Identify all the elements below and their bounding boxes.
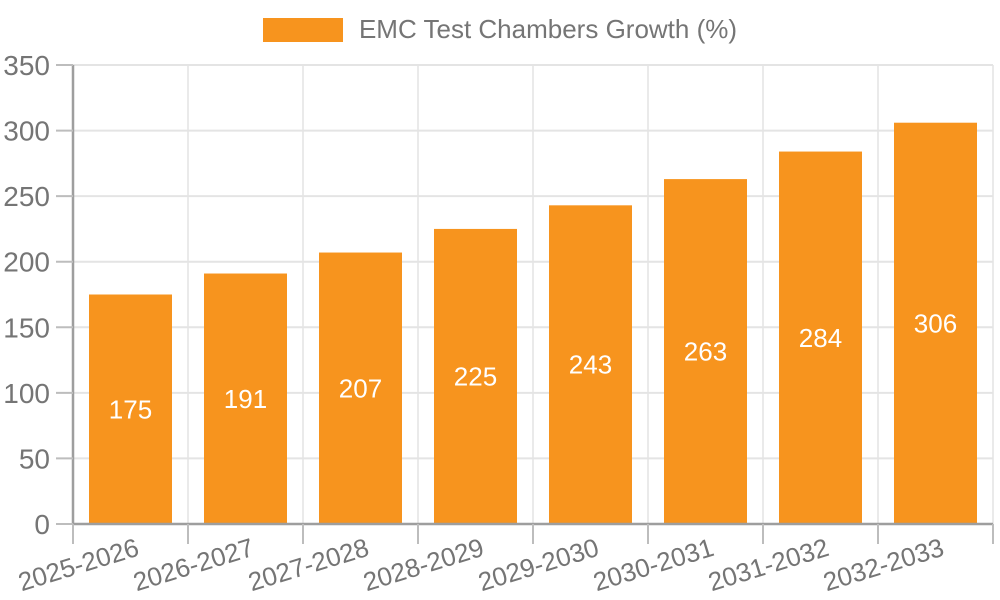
y-tick-label: 350 <box>3 50 50 81</box>
x-tick-label: 2032-2033 <box>820 532 948 597</box>
bar-value-label: 263 <box>684 337 727 367</box>
bar <box>89 294 172 523</box>
legend-swatch <box>262 17 343 42</box>
bar-value-label: 225 <box>454 361 497 391</box>
y-tick-label: 100 <box>3 378 50 409</box>
x-tick-label: 2027-2028 <box>245 532 373 597</box>
y-tick-label: 150 <box>3 312 50 343</box>
bar <box>664 179 747 523</box>
bar <box>204 273 287 523</box>
legend[interactable]: EMC Test Chambers Growth (%) <box>0 14 1000 45</box>
y-tick-label: 300 <box>3 116 50 147</box>
x-tick-label: 2025-2026 <box>15 532 143 597</box>
bar <box>434 228 517 523</box>
bar-value-label: 243 <box>569 350 612 380</box>
bar <box>319 252 402 523</box>
x-tick-label: 2030-2031 <box>590 532 718 597</box>
legend-label: EMC Test Chambers Growth (%) <box>358 14 738 44</box>
y-tick-label: 0 <box>34 509 50 540</box>
bar-value-label: 191 <box>224 384 267 414</box>
x-tick-label: 2031-2032 <box>705 532 833 597</box>
y-tick-label: 50 <box>19 443 50 474</box>
y-tick-label: 250 <box>3 181 50 212</box>
bar-value-label: 306 <box>914 308 957 338</box>
bar <box>779 151 862 523</box>
bar-value-label: 207 <box>339 373 382 403</box>
x-tick-label: 2028-2029 <box>360 532 488 597</box>
bar <box>549 205 632 523</box>
bar <box>894 122 977 524</box>
bar-value-label: 175 <box>109 394 152 424</box>
y-tick-label: 200 <box>3 247 50 278</box>
x-tick-label: 2029-2030 <box>475 532 603 597</box>
bar-value-label: 284 <box>799 323 842 353</box>
x-tick-label: 2026-2027 <box>130 532 258 597</box>
